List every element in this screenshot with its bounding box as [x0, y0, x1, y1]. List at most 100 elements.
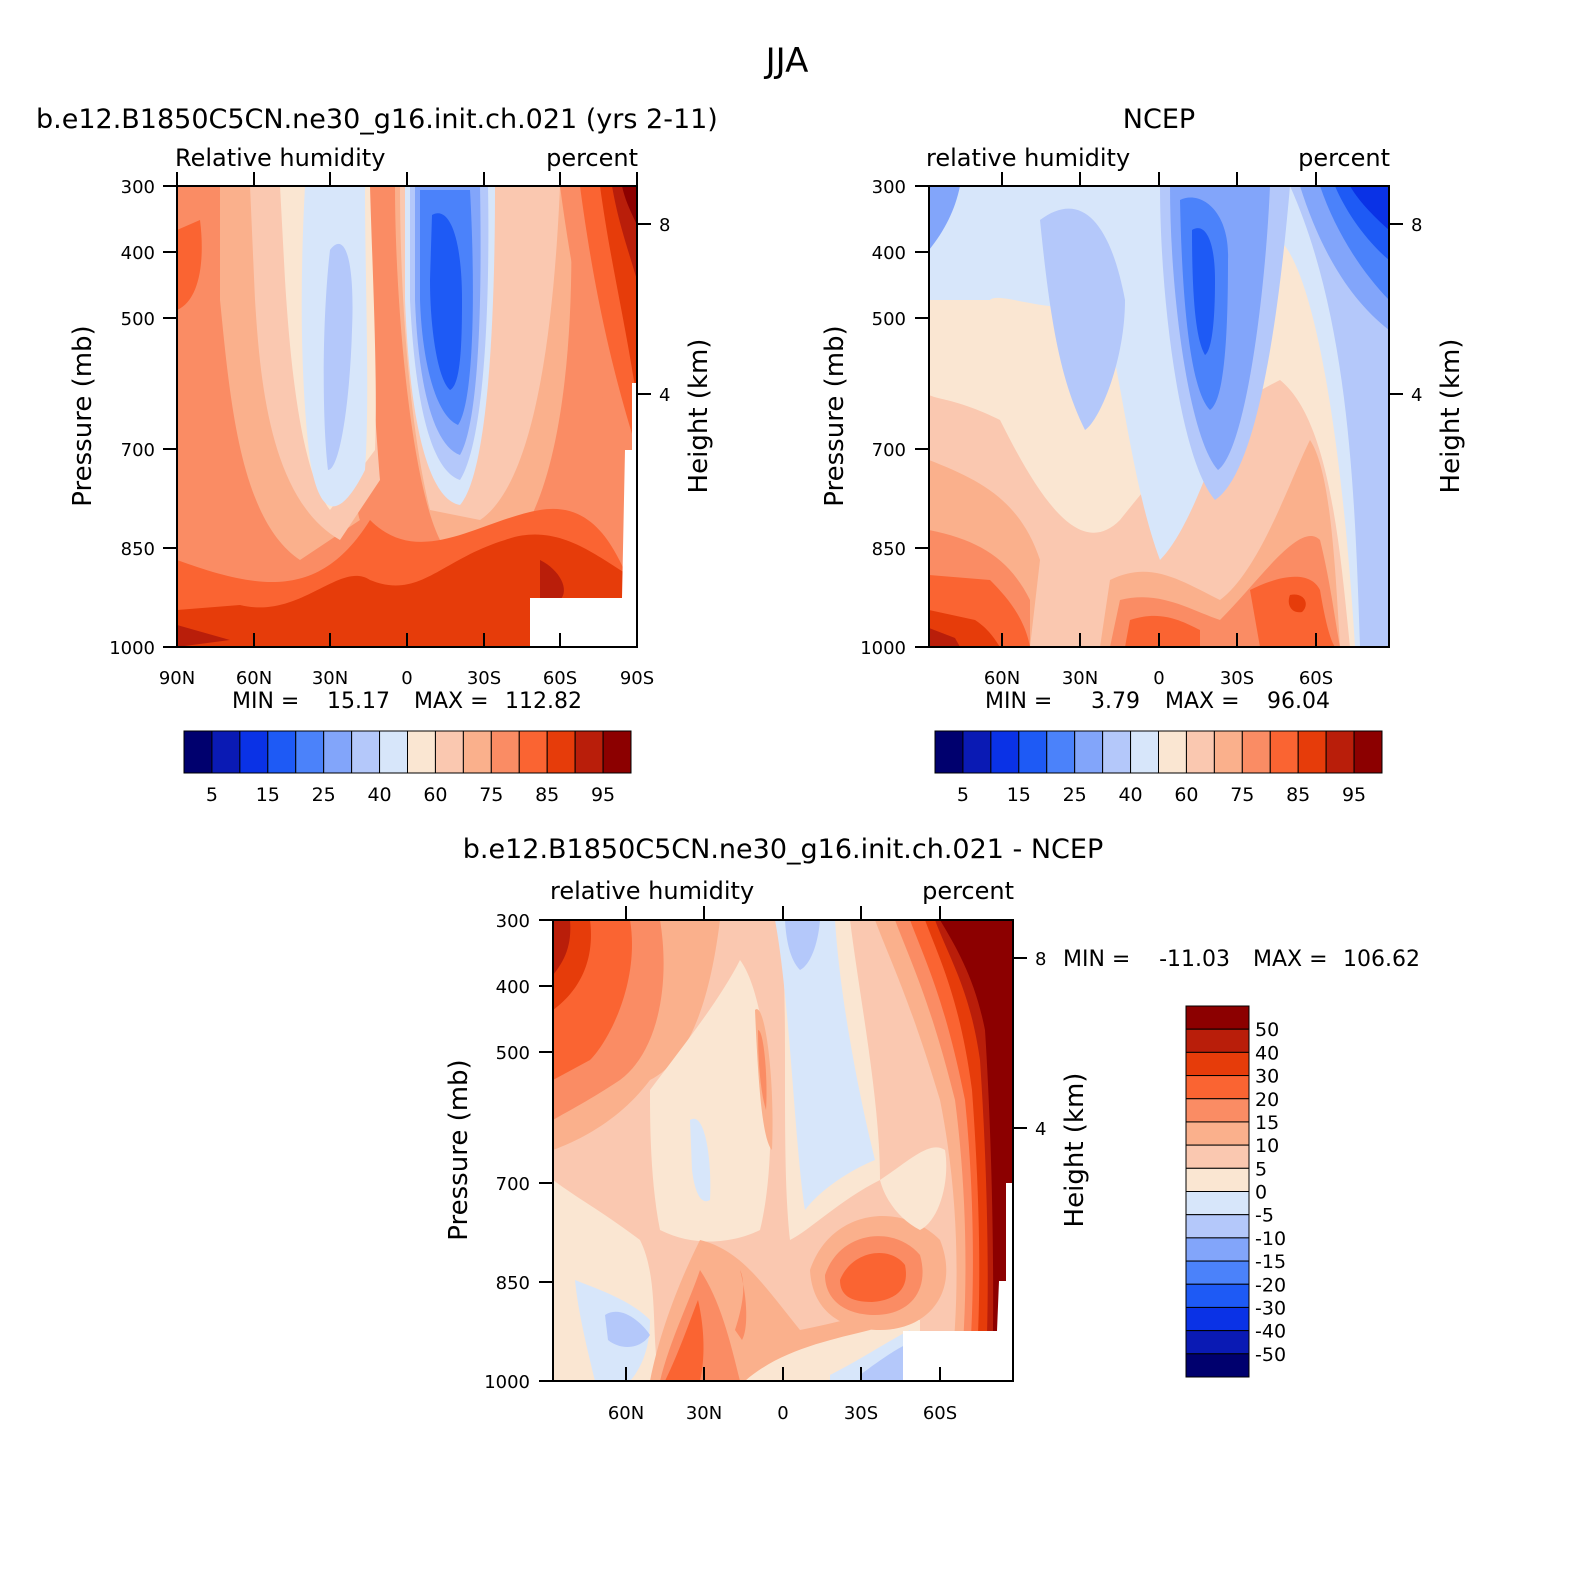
colorbar-swatch	[462, 730, 492, 774]
colorbar-model: 5 15 25 40 60 75 85 95	[183, 730, 632, 806]
colorbar-swatch	[434, 730, 464, 774]
colorbar-label: -20	[1255, 1274, 1286, 1296]
colorbar-label: 5	[206, 784, 218, 806]
colorbar-label: 25	[1063, 784, 1087, 806]
panel-diff-units: percent	[922, 877, 1014, 905]
max-label: MAX =	[414, 689, 489, 714]
colorbar-swatch	[211, 730, 241, 774]
contour-band	[929, 186, 1389, 647]
y-tick-label: 300	[121, 177, 155, 198]
x-ticks	[1001, 172, 1317, 647]
colorbar-label: 50	[1255, 1019, 1279, 1041]
panel-diff-variable: relative humidity	[550, 877, 754, 905]
contour-band	[650, 960, 771, 1242]
colorbar-label: 40	[367, 784, 391, 806]
x-tick-label: 30N	[1062, 668, 1098, 689]
panel-obs-title: NCEP	[1123, 104, 1195, 135]
colorbar-label: -40	[1255, 1321, 1286, 1343]
height-tick-label: 8	[1411, 215, 1422, 236]
contour-band	[929, 186, 960, 250]
x-tick-label: 60S	[1299, 668, 1333, 689]
colorbar-swatch	[1185, 1051, 1250, 1077]
y-tick-label: 400	[872, 243, 906, 264]
colorbar-swatch	[1185, 1191, 1250, 1216]
height-tick-label: 8	[659, 215, 670, 236]
y-tick-label: 400	[121, 243, 155, 264]
contour-band	[840, 1253, 906, 1302]
panel-diff: b.e12.B1850C5CN.ne30_g16.init.ch.021 - N…	[444, 834, 1420, 1424]
colorbar-swatch	[1185, 1167, 1250, 1192]
colorbar-swatch	[1130, 730, 1159, 774]
x-tick-label: 60N	[236, 668, 272, 689]
colorbar-swatch	[1046, 730, 1076, 774]
colorbar-swatch	[267, 730, 297, 774]
colorbar-swatch	[407, 730, 436, 774]
colorbar-swatch	[1185, 1144, 1250, 1169]
min-label: MIN =	[232, 689, 299, 714]
y-ticks	[539, 919, 1027, 1382]
contour-band	[605, 1311, 650, 1347]
contour-band	[758, 1030, 767, 1110]
colorbar-label: 95	[1342, 784, 1366, 806]
y-tick-label: 850	[496, 1273, 530, 1294]
max-value: 112.82	[505, 689, 582, 714]
y-axis-right-title: Height (km)	[1060, 1073, 1090, 1228]
y-tick-label: 400	[496, 977, 530, 998]
contour-band	[860, 1345, 905, 1381]
y-axis-title: Pressure (mb)	[444, 1059, 474, 1240]
max-label: MAX =	[1165, 689, 1240, 714]
colorbar-label: 60	[1174, 784, 1198, 806]
colorbar-swatch	[1185, 1005, 1250, 1030]
contour-band	[735, 1270, 747, 1340]
colorbar-swatch	[1213, 730, 1243, 774]
colorbar-swatch	[1102, 730, 1132, 774]
missing-data	[530, 383, 637, 647]
colorbar-swatch	[490, 730, 520, 774]
colorbar-swatch	[1185, 1214, 1250, 1239]
height-tick-label: 4	[1035, 1119, 1046, 1140]
y-axis-title: Pressure (mb)	[820, 325, 850, 506]
x-tick-label: 0	[401, 668, 412, 689]
panel-obs-variable: relative humidity	[926, 144, 1130, 172]
colorbar-swatch	[962, 730, 992, 774]
colorbar-label: 85	[1286, 784, 1310, 806]
colorbar-label: 40	[1118, 784, 1142, 806]
min-value: 3.79	[1091, 689, 1140, 714]
y-tick-label: 1000	[109, 638, 155, 659]
contour-band	[177, 625, 230, 647]
colorbar-swatch	[1158, 730, 1187, 774]
y-tick-label: 850	[121, 539, 155, 560]
colorbar-label: 0	[1255, 1182, 1267, 1204]
contour-field-obs	[929, 186, 1389, 647]
colorbar-swatch	[1185, 1028, 1250, 1053]
x-tick-label: 30S	[1220, 668, 1254, 689]
y-tick-label: 500	[496, 1043, 530, 1064]
colorbar-label: 60	[423, 784, 447, 806]
y-tick-label: 700	[121, 440, 155, 461]
y-ticks	[163, 185, 651, 648]
y-tick-label: 500	[121, 309, 155, 330]
min-label: MIN =	[1063, 947, 1130, 972]
height-tick-label: 4	[659, 385, 670, 406]
height-tick-label: 8	[1035, 949, 1046, 970]
panel-obs: NCEP relative humidity percent	[820, 104, 1466, 806]
x-tick-label: 60S	[923, 1403, 957, 1424]
x-tick-label: 30S	[844, 1403, 878, 1424]
colorbar-swatch	[1325, 730, 1355, 774]
colorbar-swatch	[1185, 1098, 1250, 1123]
colorbar-label: 20	[1255, 1089, 1279, 1111]
colorbar-swatch	[1185, 1330, 1250, 1355]
y-tick-label: 850	[872, 539, 906, 560]
colorbar-swatch	[1353, 730, 1383, 774]
colorbar-label: 75	[1230, 784, 1254, 806]
panel-obs-units: percent	[1298, 144, 1390, 172]
colorbar-swatch	[379, 730, 408, 774]
colorbar-label: 30	[1255, 1066, 1279, 1088]
contour-band	[880, 1147, 947, 1230]
contour-band	[665, 1300, 704, 1381]
panel-model: b.e12.B1850C5CN.ne30_g16.init.ch.021 (yr…	[36, 104, 718, 806]
y-tick-label: 1000	[484, 1372, 530, 1393]
colorbar-swatch	[990, 730, 1020, 774]
contour-band	[785, 920, 820, 970]
